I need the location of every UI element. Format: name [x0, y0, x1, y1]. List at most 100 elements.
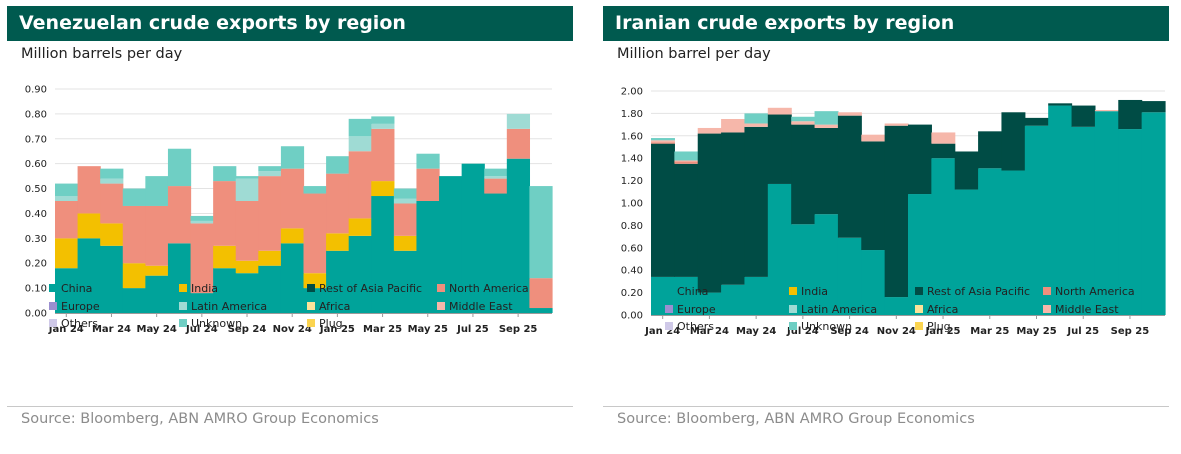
legend-swatch: [665, 304, 673, 313]
bar-latin-america: [235, 178, 259, 201]
x-tick-label: Mar 25: [363, 324, 402, 335]
bar-china: [439, 176, 463, 313]
bar-latin-america: [484, 176, 508, 179]
bar-middle-east: [697, 127, 722, 134]
bar-unknown: [235, 176, 259, 179]
bar-china: [371, 196, 395, 313]
bar-rest-of-asia-pacific: [1118, 99, 1143, 130]
legend-label: Latin America: [801, 302, 878, 316]
legend-label: Plug: [927, 320, 951, 333]
bar-china: [235, 273, 259, 313]
bar-india: [55, 238, 79, 269]
legend-item-latin-america: Latin America: [179, 299, 267, 315]
y-tick-label: 0.20: [621, 288, 643, 299]
x-tick-label: Nov 24: [877, 326, 916, 337]
y-tick-label: 0.80: [25, 109, 47, 120]
bar-china: [978, 168, 1003, 315]
y-tick-label: 0.00: [621, 311, 643, 322]
bar-unknown: [651, 138, 675, 141]
y-tick-label: 1.40: [621, 154, 643, 165]
bar-china: [393, 250, 418, 313]
bar-china: [529, 308, 553, 313]
legend-item-north-america: North America: [1043, 284, 1135, 300]
bar-china: [348, 235, 372, 313]
bar-north-america: [303, 193, 327, 274]
legend-label: Latin America: [191, 299, 268, 313]
bar-china: [213, 268, 237, 313]
legend-item-others: Others: [665, 319, 714, 335]
bar-rest-of-asia-pacific: [1048, 103, 1073, 106]
legend-item-plug: Plug: [307, 316, 343, 332]
chart-title: Iranian crude exports by region: [603, 6, 1169, 41]
legend-item-china: China: [49, 281, 92, 297]
y-tick-label: 0.60: [621, 243, 643, 254]
x-tick-label: Mar 25: [970, 326, 1009, 337]
bar-middle-east: [931, 132, 956, 144]
divider: [603, 406, 1169, 407]
bar-rest-of-asia-pacific: [884, 125, 909, 298]
bar-china: [1118, 129, 1143, 315]
legend-swatch: [49, 301, 57, 310]
bar-latin-america: [258, 171, 282, 177]
divider: [7, 406, 573, 407]
x-tick-label: Jul 24: [786, 326, 819, 337]
legend-swatch: [789, 322, 797, 330]
bar-middle-east: [884, 123, 909, 126]
legend-item-europe: Europe: [665, 302, 716, 318]
bar-middle-east: [791, 121, 816, 125]
bar-rest-of-asia-pacific: [674, 163, 699, 277]
bar-unknown: [371, 116, 395, 124]
bar-china: [721, 284, 746, 315]
bar-unknown: [393, 188, 418, 199]
bar-unknown: [280, 146, 305, 169]
venezuela-chart-plot: 0.00 0.10 0.20 0.30 0.40 0.50 0.60 0.70 0.80 0.90…: [25, 85, 553, 335]
bar-china: [1024, 125, 1049, 315]
legend-label: Rest of Asia Pacific: [319, 282, 423, 295]
bar-unknown: [213, 166, 237, 182]
bar-rest-of-asia-pacific: [954, 151, 979, 190]
bar-china: [814, 214, 839, 315]
y-tick-label: 0.60: [25, 159, 47, 170]
legend-label: Africa: [319, 299, 351, 313]
bar-china: [326, 250, 350, 313]
legend-swatch: [915, 287, 923, 295]
legend-item-rest-of-asia-pacific: Rest of Asia Pacific: [307, 281, 422, 297]
legend-item-unknown: Unknown: [789, 319, 852, 335]
bar-unknown: [484, 168, 508, 177]
chart-unit-label: Million barrels per day: [21, 46, 183, 62]
y-tick-label: 0.40: [25, 209, 47, 220]
legend-swatch: [49, 284, 57, 292]
legend-label: Others: [61, 317, 98, 330]
x-tick-label: May 25: [1016, 326, 1056, 337]
legend-item-africa: Africa: [915, 302, 958, 318]
legend-label: Europe: [677, 302, 716, 316]
bar-china: [908, 194, 932, 315]
legend-swatch: [665, 287, 673, 295]
bar-north-america: [651, 142, 675, 144]
bar-north-america: [393, 203, 418, 236]
bar-middle-east: [861, 134, 886, 142]
bar-north-america: [55, 201, 79, 239]
legend-label: Middle East: [1055, 302, 1119, 316]
bar-india: [213, 245, 237, 269]
bar-china: [1094, 111, 1119, 315]
x-tick-label: May 24: [137, 324, 177, 335]
bar-north-america: [484, 178, 508, 194]
iran-chart-panel: Iranian crude exports by region Million …: [603, 6, 1169, 446]
legend-label: Europe: [61, 299, 100, 313]
legend-label: Unknown: [191, 317, 243, 330]
bar-india: [122, 263, 146, 289]
y-tick-label: 0.90: [25, 85, 47, 96]
bar-india: [393, 235, 418, 251]
legend-swatch: [307, 319, 315, 327]
bar-rest-of-asia-pacific: [1071, 105, 1096, 127]
bar-china: [791, 224, 816, 315]
legend-swatch: [179, 284, 187, 292]
bar-india: [280, 228, 305, 244]
chart-unit-label: Million barrel per day: [617, 46, 771, 62]
bar-unknown: [674, 151, 699, 161]
bar-china: [55, 268, 79, 313]
bar-rest-of-asia-pacific: [1141, 101, 1166, 113]
bar-china: [837, 237, 862, 315]
y-tick-label: 0.20: [25, 259, 47, 270]
